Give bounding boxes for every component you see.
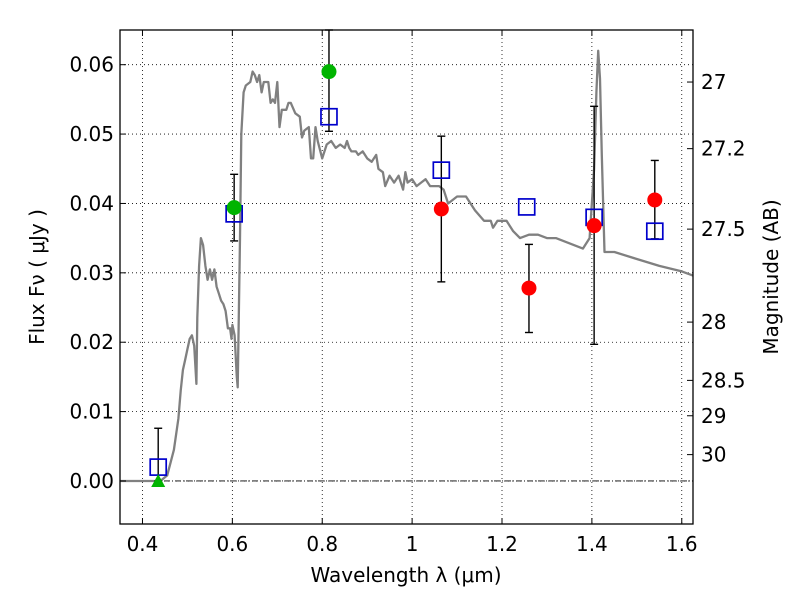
model-square-marker — [517, 198, 536, 216]
y2-tick-label: 29 — [701, 404, 726, 428]
y-tick-label: 0.05 — [69, 122, 114, 146]
y-tick-label: 0.00 — [69, 469, 114, 493]
x-tick-label: 1.6 — [666, 532, 698, 556]
tick-layer: 0.4 0.6 0.8 1 1.2 1.4 1.6 0.00 0.01 0.02 0.03 0.04 0… — [69, 30, 746, 556]
data-layer — [120, 29, 694, 487]
x-tick-label: 0.8 — [306, 532, 338, 556]
y-tick-label: 0.03 — [69, 261, 114, 285]
y2-tick-label: 28.5 — [701, 368, 746, 392]
x-tick-label: 0.4 — [127, 532, 159, 556]
model-spectrum-line — [120, 49, 694, 483]
y2-tick-label: 27.2 — [701, 137, 746, 161]
red-point — [521, 280, 537, 296]
x-tick-label: 1.4 — [576, 532, 608, 556]
red-point — [586, 218, 602, 234]
y-tick-label: 0.01 — [69, 400, 114, 424]
y2-tick-label: 28 — [701, 310, 726, 334]
y-axis-title: Flux Fν ( μJy ) — [25, 209, 49, 345]
y-tick-label: 0.06 — [69, 53, 114, 77]
model-square-marker — [432, 161, 451, 180]
green-point — [226, 200, 242, 216]
y2-tick-label: 27.5 — [701, 217, 746, 241]
x-tick-label: 1 — [406, 532, 419, 556]
red-point — [433, 201, 449, 217]
y-tick-label: 0.04 — [69, 191, 114, 215]
x-tick-label: 0.6 — [216, 532, 248, 556]
y2-axis-title: Magnitude (AB) — [759, 199, 783, 354]
y-tick-label: 0.02 — [69, 330, 114, 354]
x-axis-title: Wavelength λ (μm) — [310, 563, 501, 587]
green-point — [321, 64, 337, 80]
model-square-marker — [320, 107, 338, 126]
x-tick-label: 1.2 — [486, 532, 518, 556]
plot-frame — [119, 29, 694, 525]
model-square-marker — [645, 222, 664, 241]
y2-tick-label: 30 — [701, 443, 726, 467]
red-point — [647, 192, 663, 208]
y2-tick-label: 27 — [701, 70, 726, 94]
green-triangle-point — [151, 473, 166, 487]
